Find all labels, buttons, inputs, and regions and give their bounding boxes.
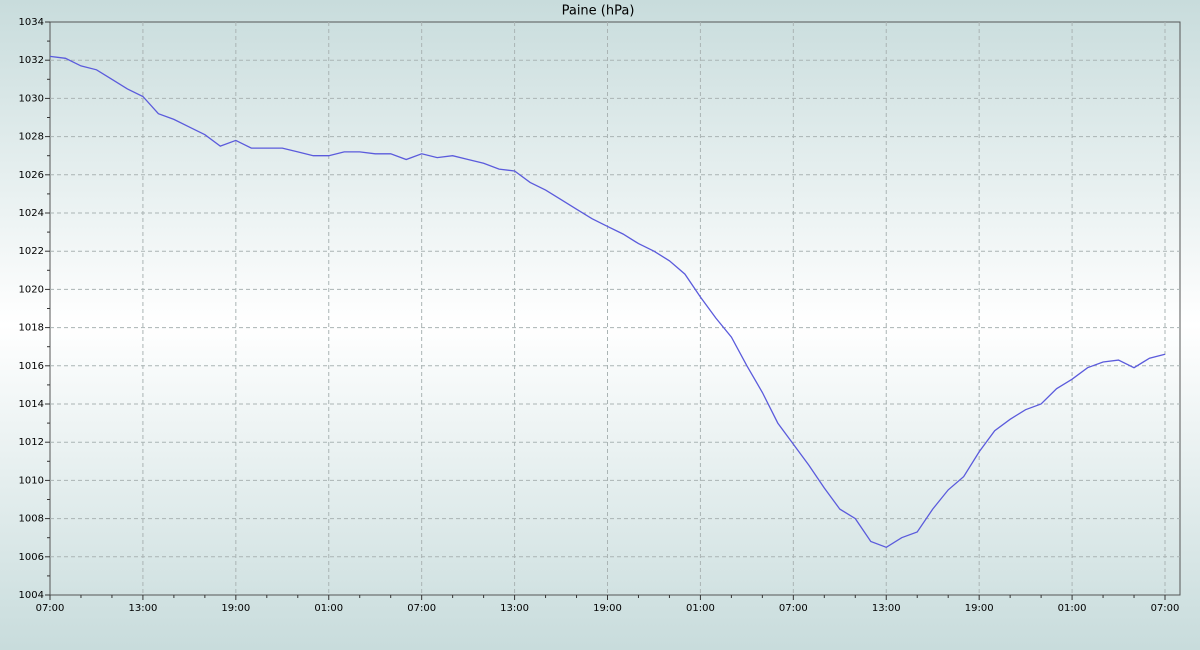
x-tick-label: 19:00 xyxy=(593,603,622,614)
y-tick-label: 1018 xyxy=(19,323,44,334)
x-tick-label: 13:00 xyxy=(872,603,901,614)
chart-title: Paine (hPa) xyxy=(562,4,635,19)
x-tick-label: 07:00 xyxy=(1151,603,1180,614)
x-tick-label: 13:00 xyxy=(129,603,158,614)
x-tick-label: 07:00 xyxy=(407,603,436,614)
y-tick-label: 1034 xyxy=(19,17,44,28)
x-tick-label: 01:00 xyxy=(686,603,715,614)
y-tick-label: 1020 xyxy=(19,284,44,295)
y-tick-label: 1014 xyxy=(19,399,44,410)
x-tick-label: 01:00 xyxy=(314,603,343,614)
x-tick-label: 19:00 xyxy=(965,603,994,614)
y-tick-label: 1016 xyxy=(19,361,44,372)
y-tick-label: 1028 xyxy=(19,132,44,143)
x-tick-label: 07:00 xyxy=(779,603,808,614)
y-tick-label: 1006 xyxy=(19,552,44,563)
y-tick-label: 1012 xyxy=(19,437,44,448)
x-tick-label: 07:00 xyxy=(36,603,65,614)
y-tick-label: 1008 xyxy=(19,514,44,525)
x-tick-label: 13:00 xyxy=(500,603,529,614)
y-tick-label: 1004 xyxy=(19,590,44,601)
y-tick-label: 1022 xyxy=(19,246,44,257)
data-line xyxy=(49,55,1166,549)
x-tick-label: 01:00 xyxy=(1058,603,1087,614)
y-tick-label: 1010 xyxy=(19,475,44,486)
y-tick-label: 1026 xyxy=(19,170,44,181)
y-tick-label: 1032 xyxy=(19,55,44,66)
y-tick-label: 1030 xyxy=(19,93,44,104)
x-tick-label: 19:00 xyxy=(221,603,250,614)
y-tick-label: 1024 xyxy=(19,208,44,219)
